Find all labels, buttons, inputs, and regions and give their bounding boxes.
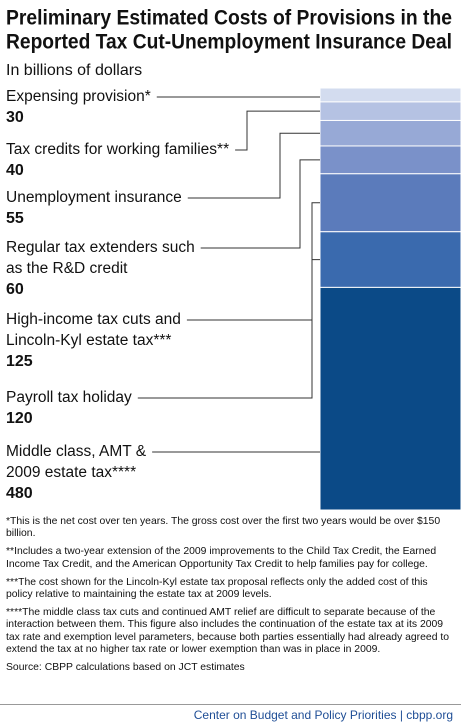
leader-line	[187, 132, 320, 199]
bar-segment	[319, 145, 461, 175]
leader-line	[137, 259, 320, 399]
chart: Preliminary Estimated Costs of Provision…	[6, 7, 461, 511]
bar-segment	[319, 87, 461, 103]
note: ***The cost shown for the Lincoln-Kyl es…	[6, 576, 428, 601]
value-label: 60	[6, 281, 24, 298]
bar-segment	[319, 231, 461, 288]
subtitle: In billions of dollars	[6, 62, 142, 79]
category-label: Payroll tax holiday	[6, 389, 132, 406]
value-label: 480	[6, 485, 33, 502]
value-label: 120	[6, 410, 33, 427]
bar-segment	[319, 119, 461, 147]
note: ****The middle class tax cuts and contin…	[6, 607, 450, 655]
leader-line	[200, 159, 320, 249]
chart-title: Reported Tax Cut-Unemployment Insurance …	[6, 31, 452, 54]
bar-segment	[319, 286, 461, 511]
footer-text: Center on Budget and Policy Priorities |…	[193, 708, 453, 722]
category-label: Middle class, AMT &	[6, 443, 147, 460]
note: **Includes a two-year extension of the 2…	[6, 546, 437, 570]
bar-segment	[319, 173, 461, 233]
leader-line	[235, 110, 320, 151]
category-label: Tax credits for working families**	[6, 141, 229, 158]
value-label: 30	[6, 109, 24, 126]
category-label: Unemployment insurance	[6, 189, 182, 206]
bar-segment	[319, 101, 461, 121]
value-label: 55	[6, 210, 24, 227]
category-label: 2009 estate tax****	[6, 464, 136, 481]
source: Source: CBPP calculations based on JCT e…	[6, 662, 245, 674]
footer: Center on Budget and Policy Priorities |…	[0, 704, 461, 727]
category-label: Regular tax extenders such	[6, 239, 195, 256]
chart-title: Preliminary Estimated Costs of Provision…	[6, 7, 452, 30]
note: *This is the net cost over ten years. Th…	[6, 516, 441, 540]
category-label: as the R&D credit	[6, 260, 128, 277]
category-label: Lincoln-Kyl estate tax***	[6, 332, 171, 349]
category-label: Expensing provision*	[6, 88, 151, 105]
value-label: 40	[6, 162, 24, 179]
value-label: 125	[6, 353, 33, 370]
category-label: High-income tax cuts and	[6, 311, 181, 328]
notes: *This is the net cost over ten years. Th…	[6, 516, 456, 680]
